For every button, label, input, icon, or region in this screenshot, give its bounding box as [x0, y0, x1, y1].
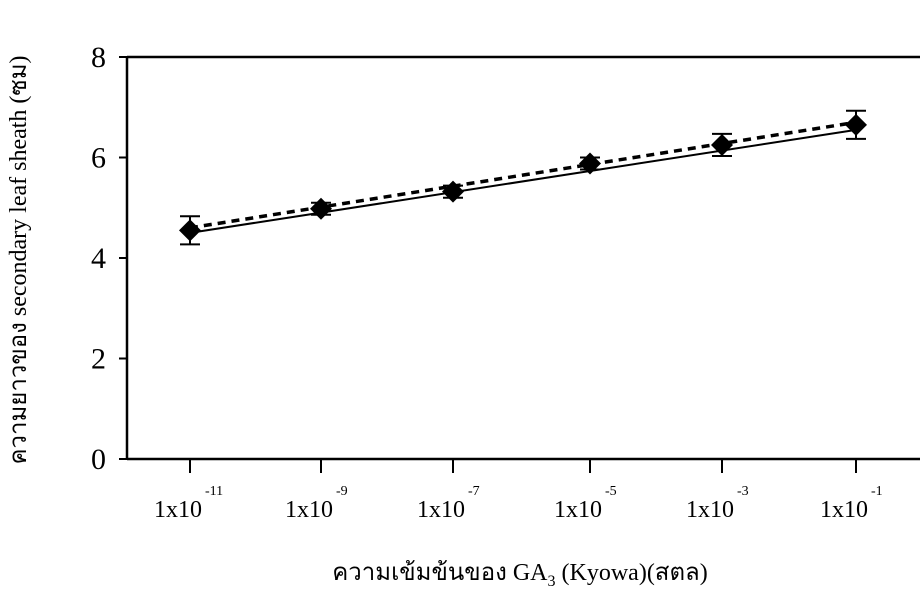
y-tick-label: 2	[91, 343, 106, 376]
x-tick-label: 1x10-9	[285, 484, 348, 523]
y-tick-label: 6	[91, 142, 106, 175]
x-tick-label: 1x10-7	[417, 484, 480, 523]
x-axis-label-suffix: (Kyowa)(สตล)	[556, 560, 708, 586]
y-tick-label: 8	[91, 41, 106, 74]
diamond-marker	[845, 113, 867, 136]
data-point	[179, 215, 201, 246]
x-tick-exponent: -3	[737, 484, 749, 499]
x-tick-base: 1x10	[154, 497, 202, 523]
x-tick-exponent: -11	[205, 484, 223, 499]
y-tick-label: 0	[91, 443, 106, 476]
axes: 024681x10-111x10-91x10-71x10-51x10-31x10…	[91, 41, 920, 523]
y-tick-label: 4	[91, 242, 106, 275]
x-axis-label: ความเข้มข้นของ GA3 (Kyowa)(สตล)	[332, 560, 708, 590]
x-tick-label: 1x10-1	[820, 484, 883, 523]
x-tick-base: 1x10	[686, 497, 734, 523]
x-tick-label: 1x10-5	[554, 484, 617, 523]
axis-labels: ความยาวของ secondary leaf sheath (ซม) คว…	[6, 55, 708, 590]
x-axis-label-subscript: 3	[548, 573, 556, 590]
x-tick-exponent: -1	[871, 484, 883, 499]
diamond-marker	[179, 219, 201, 242]
x-tick-exponent: -5	[605, 484, 617, 499]
trendlines	[189, 120, 857, 234]
diamond-marker	[711, 133, 733, 156]
diamond-marker	[310, 197, 332, 220]
data-point	[845, 109, 867, 140]
trendline-solid	[189, 128, 857, 234]
x-tick-base: 1x10	[285, 497, 333, 523]
data-point	[310, 197, 332, 220]
diamond-marker	[442, 180, 464, 203]
x-axis-label-prefix: ความเข้มข้นของ GA	[332, 560, 548, 586]
data-point	[442, 180, 464, 203]
data-point	[711, 132, 733, 157]
x-tick-exponent: -7	[468, 484, 480, 499]
data-point	[579, 152, 601, 175]
trendline-dashed	[189, 120, 857, 230]
data-marks	[179, 109, 867, 246]
x-tick-base: 1x10	[554, 497, 602, 523]
x-tick-base: 1x10	[417, 497, 465, 523]
x-tick-base: 1x10	[820, 497, 868, 523]
x-tick-exponent: -9	[336, 484, 348, 499]
y-axis-label: ความยาวของ secondary leaf sheath (ซม)	[6, 55, 32, 464]
diamond-marker	[579, 152, 601, 175]
x-tick-label: 1x10-3	[686, 484, 749, 523]
x-tick-label: 1x10-11	[154, 484, 223, 523]
